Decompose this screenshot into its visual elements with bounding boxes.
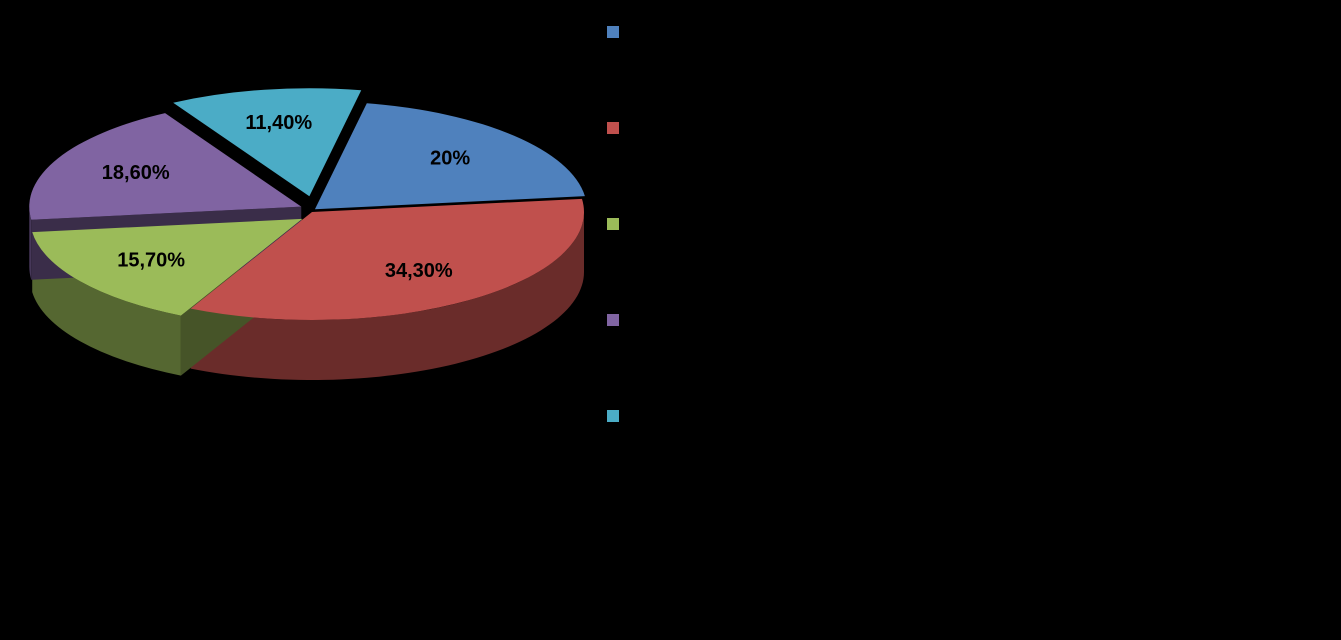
slice-side bbox=[29, 206, 32, 280]
pie-slice bbox=[314, 103, 585, 210]
legend-swatch bbox=[607, 314, 619, 326]
legend-swatch bbox=[607, 218, 619, 230]
pie-slice bbox=[32, 218, 303, 316]
data-label: 34,30% bbox=[385, 260, 453, 282]
legend-swatch bbox=[607, 26, 619, 38]
data-label: 11,40% bbox=[245, 112, 312, 134]
slice-side bbox=[190, 212, 585, 380]
legend-swatch bbox=[607, 410, 619, 422]
data-label: 20% bbox=[430, 147, 470, 169]
data-label: 15,70% bbox=[117, 250, 185, 272]
legend-swatch bbox=[607, 122, 619, 134]
pie-slice bbox=[190, 198, 584, 320]
data-label: 18,60% bbox=[102, 162, 170, 184]
slice-side bbox=[32, 232, 181, 376]
pie-slice bbox=[29, 113, 302, 220]
pie-slice bbox=[173, 88, 362, 197]
